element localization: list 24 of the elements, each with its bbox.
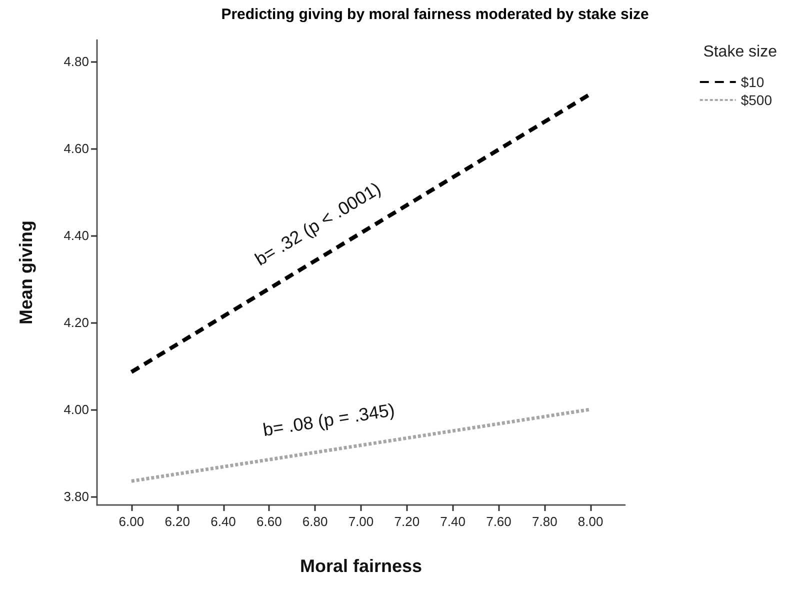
x-tick-label: 7.20 <box>394 514 420 529</box>
legend-title: Stake size <box>703 44 778 60</box>
x-tick-label: 6.80 <box>302 514 328 529</box>
annotation: b= .08 (p = .345) <box>262 400 396 440</box>
y-tick-label: 4.20 <box>64 314 89 330</box>
x-tick-label: 7.00 <box>348 514 374 529</box>
x-tick-label: 7.40 <box>440 514 466 529</box>
y-axis-title: Mean giving <box>16 220 36 325</box>
legend-label: $10 <box>740 74 764 90</box>
x-axis-title: Moral fairness <box>300 556 422 576</box>
y-tick-label: 4.60 <box>64 141 89 156</box>
y-tick-label: 3.80 <box>64 488 89 504</box>
x-tick-label: 7.60 <box>486 514 512 529</box>
x-tick-label: 6.20 <box>164 514 190 529</box>
x-tick-label: 6.40 <box>210 514 236 529</box>
x-tick-label: 6.00 <box>118 514 144 529</box>
y-tick-label: 4.40 <box>64 228 89 244</box>
legend-label: $500 <box>740 92 772 108</box>
y-tick-label: 4.00 <box>64 402 89 417</box>
x-tick-label: 7.80 <box>532 514 558 529</box>
y-tick-label: 4.80 <box>64 54 89 70</box>
x-tick-label: 8.00 <box>578 514 604 529</box>
chart-title: Predicting giving by moral fairness moderated by stake size <box>221 6 649 23</box>
x-tick-label: 6.60 <box>256 514 282 529</box>
